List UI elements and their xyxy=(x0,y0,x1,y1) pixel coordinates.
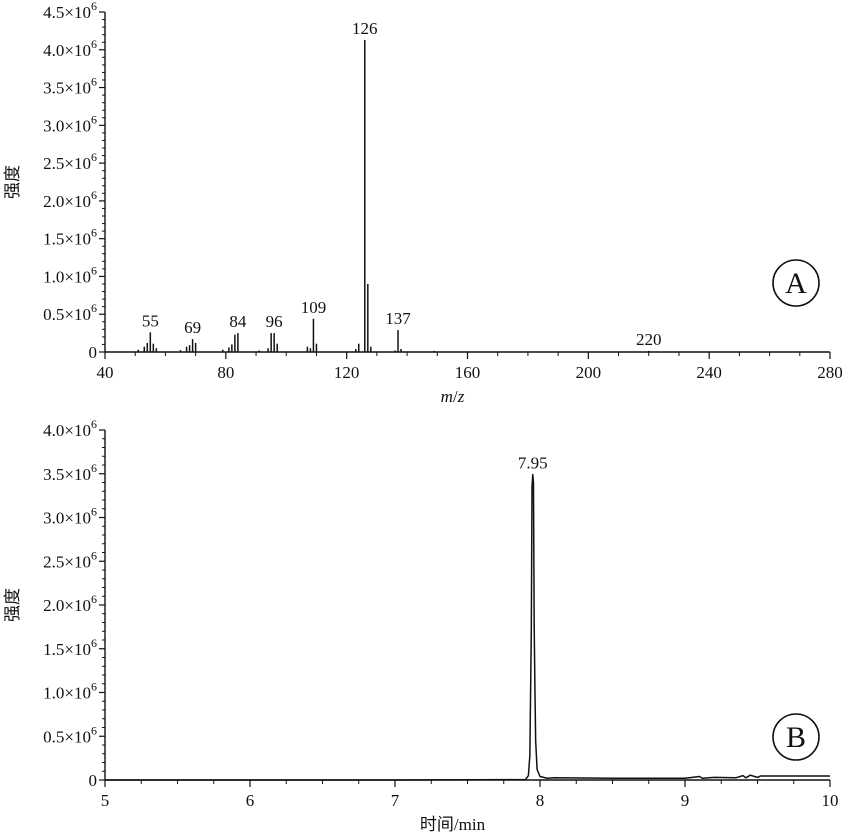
chart-2-panel-label-circle xyxy=(772,713,820,761)
chart-1-x-tick-label: 240 xyxy=(696,363,722,382)
chart-2-x-tick-label: 10 xyxy=(822,791,839,810)
chart-1-peak-label: 126 xyxy=(352,19,378,38)
chart-1-y-tick-label: 1.5×106 xyxy=(43,226,97,249)
chart-1-peak-label: 84 xyxy=(229,312,247,331)
chart-2-x-axis-title: 时间/min xyxy=(420,815,486,834)
chart-2-y-tick-label: 0.5×106 xyxy=(43,723,97,746)
chart-2-y-tick-label: 2.5×106 xyxy=(43,548,97,571)
chart-2-series-line xyxy=(105,473,830,781)
chart-1-peak-label: 137 xyxy=(385,309,411,328)
chart-1-y-tick-label: 1.0×106 xyxy=(43,263,97,286)
chart-2-x-tick-label: 8 xyxy=(536,791,545,810)
chart-1-y-axis-title: 强度 xyxy=(3,165,22,199)
chart-2-y-tick-label: 0 xyxy=(89,771,98,790)
chart-2-y-tick-label: 1.5×106 xyxy=(43,636,97,659)
chart-2-y-tick-label: 3.0×106 xyxy=(43,505,97,528)
chart-1-peak-label: 69 xyxy=(184,318,201,337)
chart-1-x-axis-title: m/z xyxy=(441,387,465,406)
chart-2-y-axis-title: 强度 xyxy=(3,588,22,622)
chart-1-y-tick-label: 0.5×106 xyxy=(43,301,97,324)
chart-1-x-tick-label: 40 xyxy=(97,363,114,382)
chart-1-panel-label-circle xyxy=(772,259,820,307)
chart-1-peak-label: 55 xyxy=(142,311,159,330)
chart-1-y-tick-label: 4.5×106 xyxy=(43,0,97,22)
chart-1-peak-label: 220 xyxy=(636,330,662,349)
chart-1-peak-label: 96 xyxy=(266,312,283,331)
chart-2-peak-label: 7.95 xyxy=(518,454,548,473)
chart-1-y-tick-label: 2.5×106 xyxy=(43,150,97,173)
panel-b-chromatogram: 5 6 7 8 9 10 0 0.5×106 1.0×106 1.5×106 2.0×106 2.5×… xyxy=(3,417,839,834)
chart-1-x-tick-label: 120 xyxy=(334,363,360,382)
chart-2-panel-label: B xyxy=(786,721,806,754)
chart-1-y-tick-label: 0 xyxy=(89,343,98,362)
chart-1-y-tick-label: 3.5×106 xyxy=(43,75,97,98)
chart-2-x-tick-label: 9 xyxy=(681,791,690,810)
chart-2-x-tick-label: 5 xyxy=(101,791,110,810)
chart-2-y-tick-label: 2.0×106 xyxy=(43,592,97,615)
chart-1-x-tick-label: 160 xyxy=(455,363,481,382)
chart-1-x-tick-label: 280 xyxy=(817,363,843,382)
chart-1-panel-label: A xyxy=(785,267,807,300)
chart-1-y-tick-label: 4.0×106 xyxy=(43,37,97,60)
chart-1-y-tick-label: 3.0×106 xyxy=(43,112,97,135)
panel-a-mass-spectrum: 40 80 120 160 200 240 280 0 0.5×106 1.0×106 1.5×10… xyxy=(3,0,843,406)
chart-1-y-tick-label: 2.0×106 xyxy=(43,188,97,211)
chart-1-x-tick-label: 80 xyxy=(217,363,234,382)
chart-2-x-tick-label: 6 xyxy=(246,791,255,810)
chart-1-peak-label: 109 xyxy=(301,298,327,317)
chart-2-y-tick-label: 3.5×106 xyxy=(43,461,97,484)
chart-2-x-tick-label: 7 xyxy=(391,791,400,810)
chart-1-x-tick-label: 200 xyxy=(576,363,602,382)
chart-2-y-tick-label: 4.0×106 xyxy=(43,417,97,440)
chart-2-y-tick-label: 1.0×106 xyxy=(43,680,97,703)
